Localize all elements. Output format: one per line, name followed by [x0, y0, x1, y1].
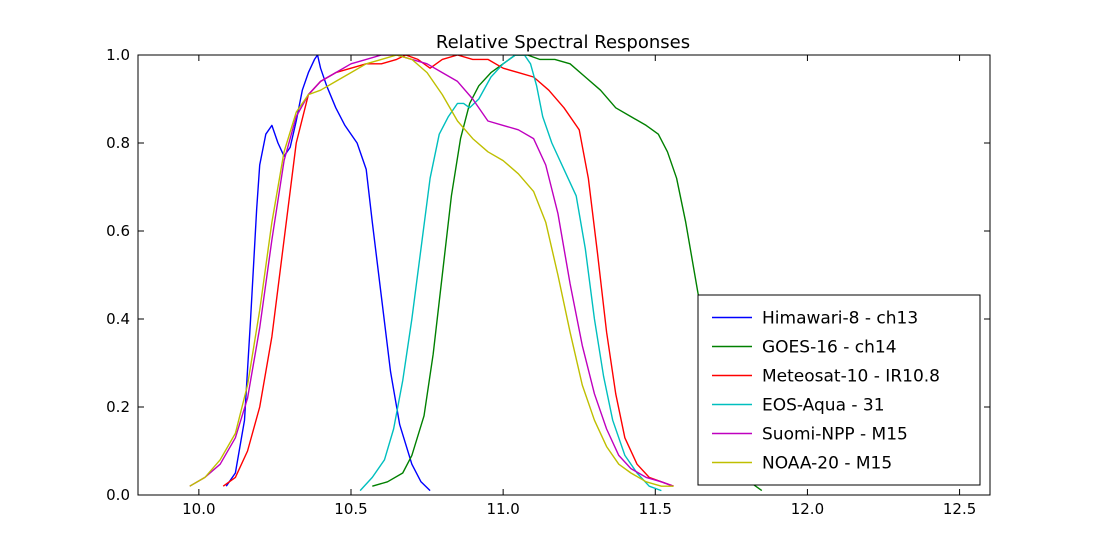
x-tick-label: 12.0 — [791, 500, 824, 518]
y-tick-label: 0.6 — [106, 222, 130, 240]
legend-label: Himawari-8 - ch13 — [762, 309, 918, 329]
legend-label: EOS-Aqua - 31 — [762, 396, 885, 416]
y-tick-label: 0.0 — [106, 486, 130, 504]
legend-box — [697, 294, 981, 486]
legend-label: NOAA-20 - M15 — [762, 454, 892, 474]
legend: Himawari-8 - ch13 GOES-16 - ch14 Meteosat-… — [697, 294, 981, 486]
series-line-3 — [222, 55, 674, 487]
x-tick-label: 10.5 — [334, 500, 367, 518]
y-tick-label: 0.4 — [106, 310, 130, 328]
series-layer — [189, 55, 763, 492]
y-tick-label: 0.2 — [106, 398, 130, 416]
x-tick-label: 10.0 — [182, 500, 215, 518]
x-tick-label: 11.0 — [486, 500, 519, 518]
y-tick-label: 1.0 — [106, 46, 130, 64]
series-line-1 — [225, 55, 431, 492]
ticks-layer: 10.0 10.5 11.0 11.5 12.0 12.5 0.0 0.2 0.4 0.6 0.8 1… — [106, 46, 990, 518]
y-tick-label: 0.8 — [106, 134, 130, 152]
plot-frame — [137, 54, 991, 496]
series-line-4 — [359, 55, 662, 492]
legend-label: Meteosat-10 - IR10.8 — [762, 367, 940, 387]
legend-label: Suomi-NPP - M15 — [762, 425, 908, 445]
x-tick-label: 11.5 — [639, 500, 672, 518]
series-line-6 — [189, 55, 674, 487]
legend-label: GOES-16 - ch14 — [762, 338, 897, 358]
x-tick-label: 12.5 — [943, 500, 976, 518]
series-line-5 — [189, 55, 674, 487]
chart-title: Relative Spectral Responses — [436, 32, 690, 53]
